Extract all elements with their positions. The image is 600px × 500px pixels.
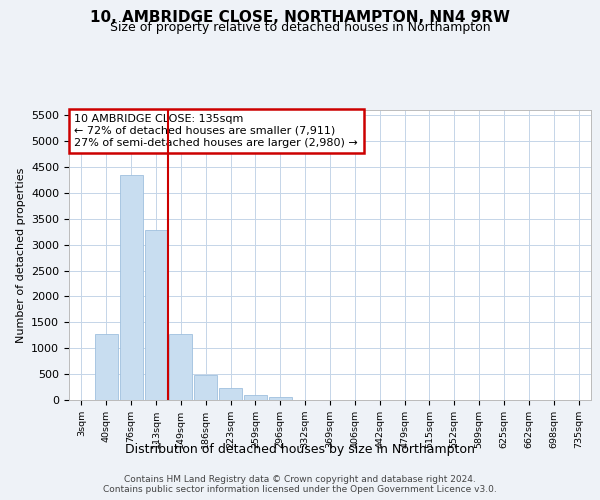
Text: Distribution of detached houses by size in Northampton: Distribution of detached houses by size …: [125, 442, 475, 456]
Bar: [95, 334, 118, 400]
Bar: [120, 176, 143, 400]
Bar: [244, 395, 267, 400]
Text: 10 AMBRIDGE CLOSE: 135sqm
← 72% of detached houses are smaller (7,911)
27% of se: 10 AMBRIDGE CLOSE: 135sqm ← 72% of detac…: [74, 114, 358, 148]
Bar: [169, 334, 192, 400]
Y-axis label: Number of detached properties: Number of detached properties: [16, 168, 26, 342]
Bar: [145, 230, 167, 400]
Bar: [269, 397, 292, 400]
Bar: [194, 375, 217, 400]
Text: 10, AMBRIDGE CLOSE, NORTHAMPTON, NN4 9RW: 10, AMBRIDGE CLOSE, NORTHAMPTON, NN4 9RW: [90, 10, 510, 25]
Text: Contains HM Land Registry data © Crown copyright and database right 2024.
Contai: Contains HM Land Registry data © Crown c…: [103, 474, 497, 494]
Bar: [219, 388, 242, 400]
Text: Size of property relative to detached houses in Northampton: Size of property relative to detached ho…: [110, 22, 490, 35]
